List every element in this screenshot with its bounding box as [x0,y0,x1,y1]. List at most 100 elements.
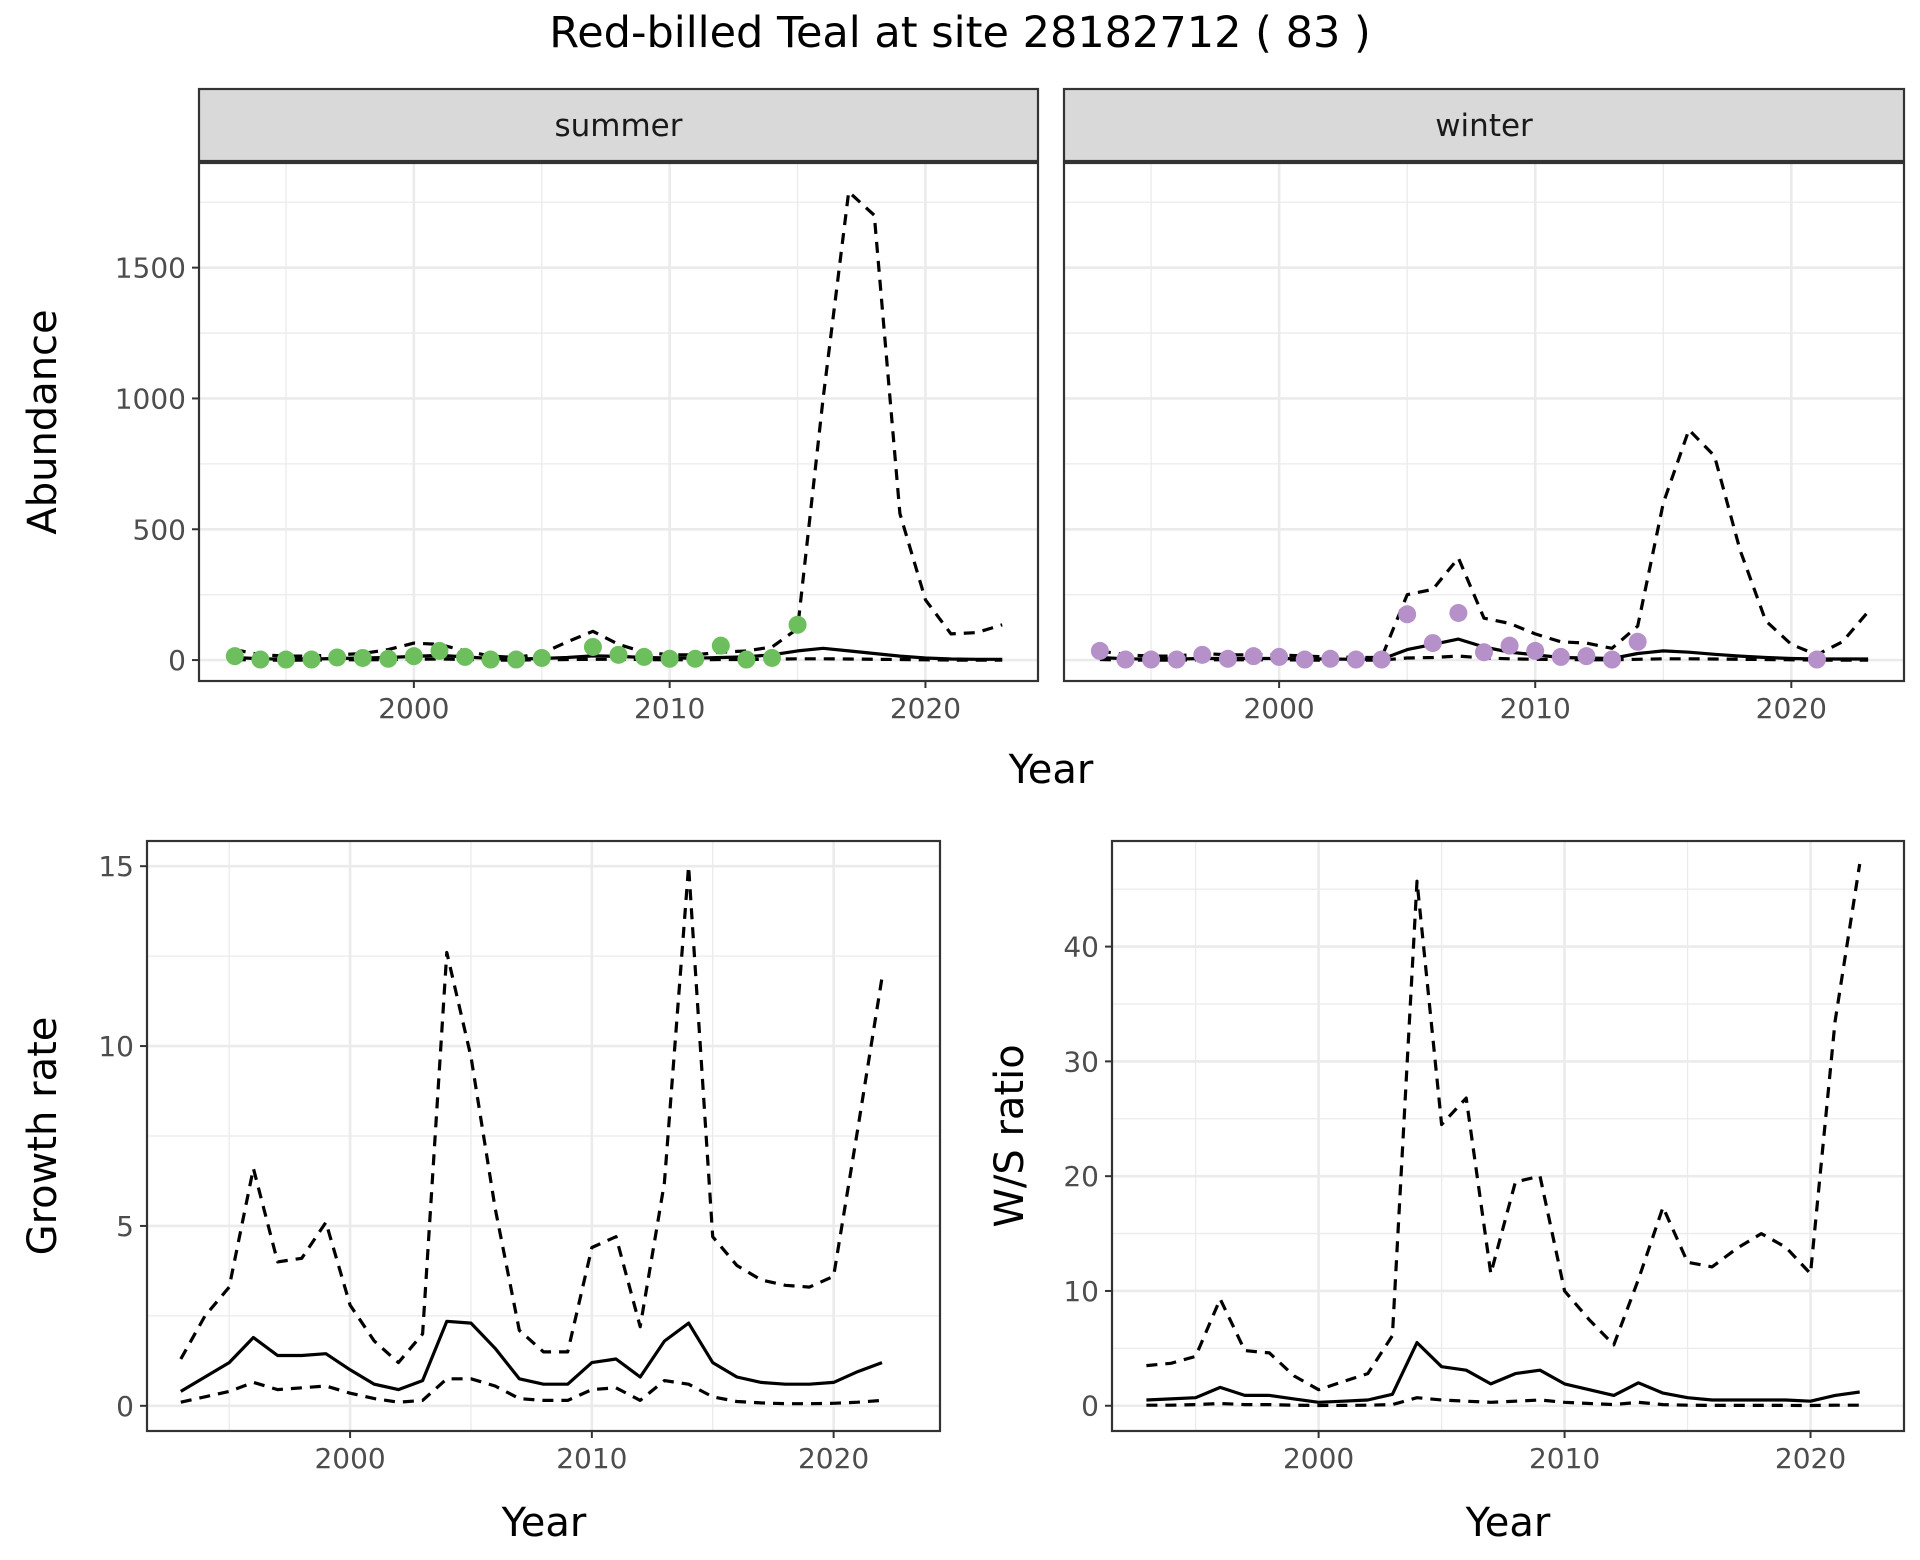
y-tick-label: 0 [116,1390,134,1423]
panel-border [1062,161,1906,683]
observed-point [1526,641,1545,660]
y-tick-label: 15 [98,850,134,883]
panel-background [1064,163,1904,681]
upper-bound-line [1146,863,1862,1392]
y-tick-label: 20 [1063,1160,1099,1193]
observed-point [762,648,781,667]
observed-point [1372,650,1391,669]
observed-point [1628,632,1647,651]
observed-point [1090,641,1109,660]
x-tick-label: 2020 [1775,1442,1846,1475]
y-tick-label: 40 [1063,931,1099,964]
y-axis-title: W/S ratio [987,1044,1033,1227]
x-tick-label: 2000 [378,692,449,725]
observed-point [481,650,500,669]
y-tick-label: 0 [1081,1390,1099,1423]
observed-point [1295,650,1314,669]
panel-background [1112,841,1904,1431]
observed-point [1577,647,1596,666]
x-axis-title: Year [1008,747,1094,793]
observed-point [788,615,807,634]
observed-point [1603,650,1622,669]
panel-growth: 2000 2010 2020 0 5 10 15 [98,839,942,1475]
observed-point [379,649,398,668]
observed-point [1551,647,1570,666]
x-tick-label: 2010 [556,1442,627,1475]
observed-point [1167,650,1186,669]
x-tick-label: 2010 [1500,692,1571,725]
observed-point [711,636,730,655]
observed-point [507,650,526,669]
lower-bound-line [1146,1396,1860,1408]
y-axis-title: Abundance [20,309,66,534]
facet-strip-label: winter [1435,108,1533,144]
observed-point [251,650,270,669]
y-tick-label: 500 [133,513,186,546]
upper-bound-line [1099,428,1870,660]
observed-point [1398,605,1417,624]
observed-point [1500,636,1519,655]
observed-point [660,649,679,668]
upper-bound-line [179,864,884,1365]
observed-point [1423,634,1442,653]
facet-strip [197,87,1040,163]
figure-title: Red-billed Teal at site 28182712 ( 83 ) [549,8,1371,58]
observed-point [328,648,347,667]
observed-point [1244,647,1263,666]
observed-point [353,648,372,667]
observed-point [1270,647,1289,666]
observed-point [1807,650,1826,669]
x-tick-label: 2020 [890,692,961,725]
y-tick-label: 1000 [115,382,186,415]
observed-point [404,647,423,666]
estimate-line [1146,1341,1860,1404]
observed-point [430,641,449,660]
panel-summer: 2000 2010 2020 0 500 1000 1500 summer [115,87,1040,725]
observed-point [225,647,244,666]
x-axis-title: Year [501,1500,587,1546]
x-tick-label: 2010 [634,692,705,725]
x-tick-label: 2000 [1243,692,1314,725]
observed-point [1218,649,1237,668]
observed-point [1346,650,1365,669]
observed-point [737,650,756,669]
x-tick-label: 2020 [798,1442,869,1475]
observed-point [1142,650,1161,669]
observed-point [1449,603,1468,622]
observed-point [1193,645,1212,664]
y-tick-label: 10 [98,1030,134,1063]
y-tick-label: 0 [168,644,186,677]
x-tick-label: 2000 [1283,1442,1354,1475]
observed-point [456,647,475,666]
y-tick-label: 5 [116,1210,134,1243]
panel-background [199,163,1038,681]
panel-ratio: 2000 2010 2020 0 10 20 30 40 [1063,839,1906,1475]
observed-point [1321,649,1340,668]
panel-border [197,161,1040,683]
x-tick-label: 2010 [1529,1442,1600,1475]
x-tick-label: 2000 [314,1442,385,1475]
estimate-line [179,1319,883,1393]
observed-point [532,648,551,667]
x-axis-title: Year [1465,1500,1551,1546]
y-tick-label: 10 [1063,1275,1099,1308]
y-axis-title: Growth rate [20,1017,66,1256]
observed-point [1116,650,1135,669]
observed-point [609,645,628,664]
observed-point [635,647,654,666]
x-tick-label: 2020 [1756,692,1827,725]
y-tick-label: 1500 [115,252,186,285]
facet-strip-label: summer [554,108,682,144]
observed-point [583,637,602,656]
lower-bound-line [180,1377,883,1406]
panel-border [145,839,942,1433]
panel-border [1110,839,1906,1433]
observed-point [302,650,321,669]
observed-point [276,650,295,669]
panel-winter: 2000 2010 2020 winter [1062,87,1906,725]
observed-point [686,649,705,668]
facet-strip [1062,87,1906,163]
observed-point [1475,643,1493,662]
y-tick-label: 30 [1063,1045,1099,1078]
